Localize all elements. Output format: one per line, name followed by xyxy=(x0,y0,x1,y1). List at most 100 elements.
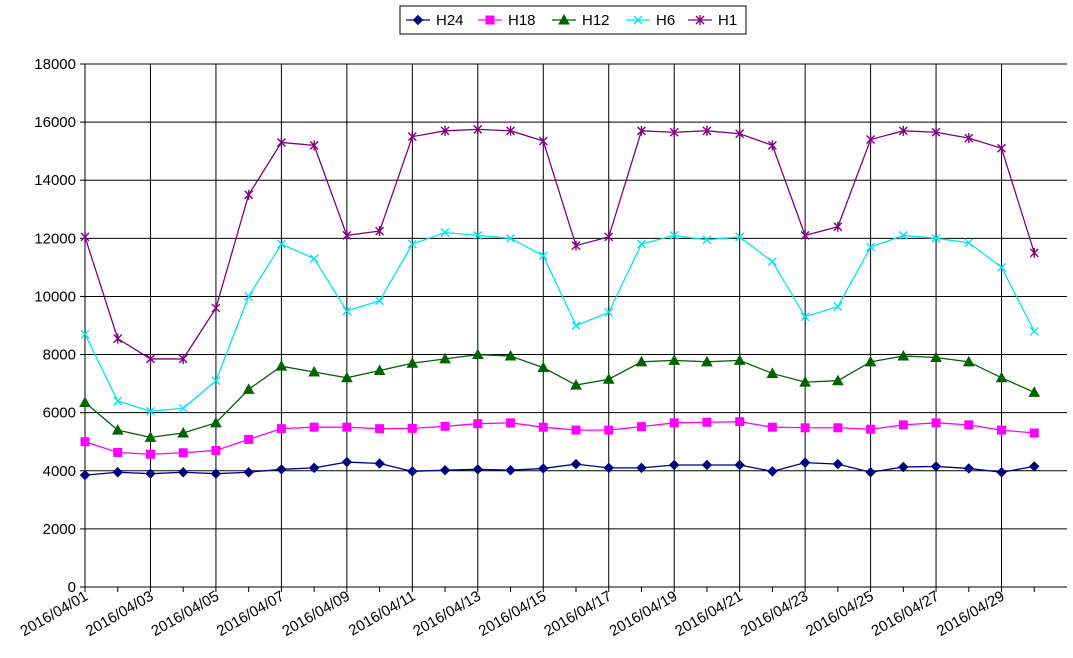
legend: H24 H18 H12 H6 H1 xyxy=(399,5,747,35)
data-point-h12 xyxy=(79,396,91,407)
x-tick-label: 2016/04/11 xyxy=(346,588,419,640)
marker-stroke xyxy=(506,233,516,243)
legend-item-h18: H18 xyxy=(478,12,536,29)
marker-stroke xyxy=(473,230,483,240)
data-point-h12 xyxy=(733,354,746,365)
data-point-h6 xyxy=(669,230,679,240)
data-point-h24 xyxy=(112,467,123,478)
x-tick-label: 2016/04/01 xyxy=(17,588,91,640)
marker-stroke xyxy=(276,239,286,249)
data-point-h12 xyxy=(308,365,320,377)
marker-stroke xyxy=(113,396,123,406)
data-point-h1 xyxy=(473,124,483,135)
data-point-h1 xyxy=(964,133,974,144)
data-point-h18 xyxy=(800,423,810,433)
data-point-h1 xyxy=(571,240,581,251)
data-point-h1 xyxy=(997,143,1007,154)
data-point-h18 xyxy=(767,422,777,432)
legend-label-h6: H6 xyxy=(656,12,675,29)
data-point-h18 xyxy=(276,424,286,434)
data-point-h1 xyxy=(309,140,319,151)
x-tick-label: 2016/04/29 xyxy=(934,588,1008,640)
y-tick-label: 8000 xyxy=(43,347,76,364)
x-tick-label: 2016/04/09 xyxy=(279,588,353,640)
data-point-h1 xyxy=(506,125,516,136)
data-point-h6 xyxy=(407,239,417,249)
data-point-h6 xyxy=(604,307,614,317)
data-point-h1 xyxy=(538,135,548,146)
data-point-h24 xyxy=(374,458,385,469)
x-tick-label: 2016/04/13 xyxy=(410,588,484,640)
data-point-h1 xyxy=(375,226,385,237)
x-tick-label: 2016/04/25 xyxy=(803,588,877,640)
marker-stroke xyxy=(440,228,450,238)
legend-marker-h12 xyxy=(558,13,570,25)
marker-stroke xyxy=(604,307,614,317)
y-tick-label: 12000 xyxy=(34,230,76,247)
data-point-h18 xyxy=(473,419,483,429)
data-point-h18 xyxy=(636,422,646,432)
data-point-h24 xyxy=(79,469,91,481)
data-point-h1 xyxy=(276,137,286,148)
data-point-h18 xyxy=(113,447,123,457)
legend-marker-h6 xyxy=(633,15,643,25)
data-point-h18 xyxy=(407,423,417,433)
y-tick-label: 2000 xyxy=(43,521,76,538)
series-line-h1 xyxy=(84,128,1035,360)
data-point-h6 xyxy=(244,291,254,301)
legend-marker-h24 xyxy=(412,14,424,26)
marker-stroke xyxy=(178,403,188,413)
data-point-h6 xyxy=(309,254,319,264)
data-point-h12 xyxy=(439,352,451,364)
x-tick-label: 2016/04/03 xyxy=(83,588,157,640)
data-point-h18 xyxy=(604,425,614,435)
y-tick-label: 4000 xyxy=(43,463,76,480)
data-point-h12 xyxy=(930,351,942,362)
data-point-h24 xyxy=(276,464,287,475)
data-point-h12 xyxy=(111,424,124,435)
data-point-h24 xyxy=(1029,461,1040,472)
marker-stroke xyxy=(833,302,843,312)
data-point-h12 xyxy=(504,349,517,361)
data-point-h18 xyxy=(440,421,450,431)
x-tick-label: 2016/04/17 xyxy=(541,588,615,640)
data-point-h18 xyxy=(538,422,548,432)
legend-label-h12: H12 xyxy=(582,12,610,29)
data-point-h18 xyxy=(80,437,90,447)
marker-stroke xyxy=(1029,326,1039,336)
data-point-h6 xyxy=(440,228,450,238)
series-line-h18 xyxy=(84,421,1035,455)
data-point-h24 xyxy=(668,459,680,471)
data-point-h24 xyxy=(505,464,516,476)
data-point-h12 xyxy=(897,349,910,361)
data-point-h6 xyxy=(931,233,941,243)
marker-stroke xyxy=(702,235,712,245)
x-tick-label: 2016/04/19 xyxy=(607,588,681,640)
data-point-h24 xyxy=(472,464,484,475)
data-point-h24 xyxy=(930,461,942,472)
x-tick-label: 2016/04/23 xyxy=(738,588,812,640)
data-point-h1 xyxy=(833,221,843,232)
data-point-h1 xyxy=(113,333,123,344)
y-tick-label: 18000 xyxy=(34,56,76,73)
marker-stroke xyxy=(342,306,352,316)
data-point-h18 xyxy=(997,425,1007,435)
data-point-h1 xyxy=(636,125,646,136)
data-point-h24 xyxy=(538,463,549,474)
x-tick-label: 2016/04/21 xyxy=(672,588,746,640)
y-tick-label: 10000 xyxy=(34,288,76,305)
data-point-h1 xyxy=(1029,247,1039,258)
data-point-h6 xyxy=(473,230,483,240)
data-point-h24 xyxy=(963,463,975,474)
data-point-h24 xyxy=(439,464,451,476)
data-point-h18 xyxy=(702,417,712,427)
data-point-h12 xyxy=(341,371,353,383)
data-point-h18 xyxy=(375,424,385,434)
marker-stroke xyxy=(866,242,876,252)
series-line-h12 xyxy=(84,353,1035,439)
data-point-h18 xyxy=(898,420,908,430)
data-point-h6 xyxy=(178,403,188,413)
data-point-h12 xyxy=(144,431,157,442)
legend-marker-h1 xyxy=(695,15,705,25)
series-h6 xyxy=(80,228,1039,416)
